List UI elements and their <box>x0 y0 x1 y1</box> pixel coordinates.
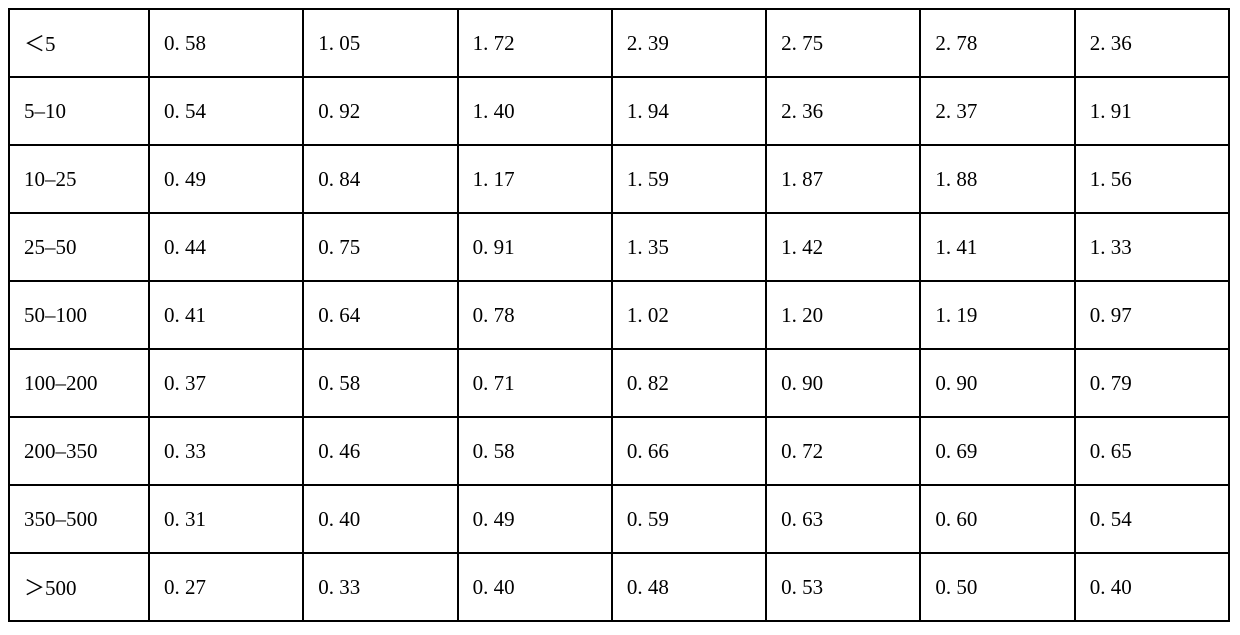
cell: 1. 94 <box>612 77 766 145</box>
cell: 0. 75 <box>303 213 457 281</box>
cell: 2. 36 <box>766 77 920 145</box>
data-table: ＜5 0. 58 1. 05 1. 72 2. 39 2. 75 2. 78 2… <box>8 8 1230 622</box>
cell: 0. 27 <box>149 553 303 621</box>
cell: 0. 54 <box>149 77 303 145</box>
cell: 0. 64 <box>303 281 457 349</box>
table-row: 200–350 0. 33 0. 46 0. 58 0. 66 0. 72 0.… <box>9 417 1229 485</box>
cell: 0. 72 <box>766 417 920 485</box>
cell: 0. 60 <box>920 485 1074 553</box>
cell: 1. 40 <box>458 77 612 145</box>
cell: 0. 66 <box>612 417 766 485</box>
cell: 0. 40 <box>1075 553 1229 621</box>
table-row: 100–200 0. 37 0. 58 0. 71 0. 82 0. 90 0.… <box>9 349 1229 417</box>
cell: 0. 33 <box>149 417 303 485</box>
row-label: 5–10 <box>9 77 149 145</box>
cell: 1. 72 <box>458 9 612 77</box>
row-label: 25–50 <box>9 213 149 281</box>
cell: 0. 97 <box>1075 281 1229 349</box>
cell: 1. 59 <box>612 145 766 213</box>
row-label: 10–25 <box>9 145 149 213</box>
table-body: ＜5 0. 58 1. 05 1. 72 2. 39 2. 75 2. 78 2… <box>9 9 1229 621</box>
table-row: 50–100 0. 41 0. 64 0. 78 1. 02 1. 20 1. … <box>9 281 1229 349</box>
cell: 0. 49 <box>149 145 303 213</box>
table-row: 10–25 0. 49 0. 84 1. 17 1. 59 1. 87 1. 8… <box>9 145 1229 213</box>
cell: 0. 50 <box>920 553 1074 621</box>
table-row: 350–500 0. 31 0. 40 0. 49 0. 59 0. 63 0.… <box>9 485 1229 553</box>
cell: 0. 58 <box>149 9 303 77</box>
cell: 0. 92 <box>303 77 457 145</box>
cell: 1. 35 <box>612 213 766 281</box>
cell: 1. 02 <box>612 281 766 349</box>
cell: 2. 78 <box>920 9 1074 77</box>
cell: 0. 90 <box>920 349 1074 417</box>
row-label: 100–200 <box>9 349 149 417</box>
cell: 1. 42 <box>766 213 920 281</box>
cell: 1. 91 <box>1075 77 1229 145</box>
cell: 1. 88 <box>920 145 1074 213</box>
row-label: 200–350 <box>9 417 149 485</box>
cell: 0. 48 <box>612 553 766 621</box>
cell: 0. 37 <box>149 349 303 417</box>
cell: 0. 33 <box>303 553 457 621</box>
cell: 0. 31 <box>149 485 303 553</box>
table-row: 5–10 0. 54 0. 92 1. 40 1. 94 2. 36 2. 37… <box>9 77 1229 145</box>
table-row: ＜5 0. 58 1. 05 1. 72 2. 39 2. 75 2. 78 2… <box>9 9 1229 77</box>
cell: 0. 63 <box>766 485 920 553</box>
cell: 0. 91 <box>458 213 612 281</box>
cell: 0. 58 <box>303 349 457 417</box>
cell: 0. 78 <box>458 281 612 349</box>
cell: 2. 39 <box>612 9 766 77</box>
cell: 2. 36 <box>1075 9 1229 77</box>
cell: 1. 20 <box>766 281 920 349</box>
cell: 0. 44 <box>149 213 303 281</box>
cell: 1. 87 <box>766 145 920 213</box>
cell: 0. 82 <box>612 349 766 417</box>
row-label: 50–100 <box>9 281 149 349</box>
cell: 1. 05 <box>303 9 457 77</box>
cell: 0. 40 <box>303 485 457 553</box>
cell: 2. 37 <box>920 77 1074 145</box>
cell: 0. 69 <box>920 417 1074 485</box>
cell: 0. 46 <box>303 417 457 485</box>
cell: 0. 65 <box>1075 417 1229 485</box>
cell: 0. 54 <box>1075 485 1229 553</box>
cell: 1. 41 <box>920 213 1074 281</box>
cell: 1. 33 <box>1075 213 1229 281</box>
cell: 2. 75 <box>766 9 920 77</box>
table-row: ＞500 0. 27 0. 33 0. 40 0. 48 0. 53 0. 50… <box>9 553 1229 621</box>
cell: 0. 40 <box>458 553 612 621</box>
cell: 0. 71 <box>458 349 612 417</box>
cell: 0. 41 <box>149 281 303 349</box>
cell: 1. 17 <box>458 145 612 213</box>
row-label: ＜5 <box>9 9 149 77</box>
cell: 1. 19 <box>920 281 1074 349</box>
cell: 0. 49 <box>458 485 612 553</box>
cell: 0. 59 <box>612 485 766 553</box>
cell: 0. 90 <box>766 349 920 417</box>
table-row: 25–50 0. 44 0. 75 0. 91 1. 35 1. 42 1. 4… <box>9 213 1229 281</box>
cell: 1. 56 <box>1075 145 1229 213</box>
cell: 0. 84 <box>303 145 457 213</box>
row-label: 350–500 <box>9 485 149 553</box>
row-label: ＞500 <box>9 553 149 621</box>
cell: 0. 79 <box>1075 349 1229 417</box>
cell: 0. 53 <box>766 553 920 621</box>
cell: 0. 58 <box>458 417 612 485</box>
